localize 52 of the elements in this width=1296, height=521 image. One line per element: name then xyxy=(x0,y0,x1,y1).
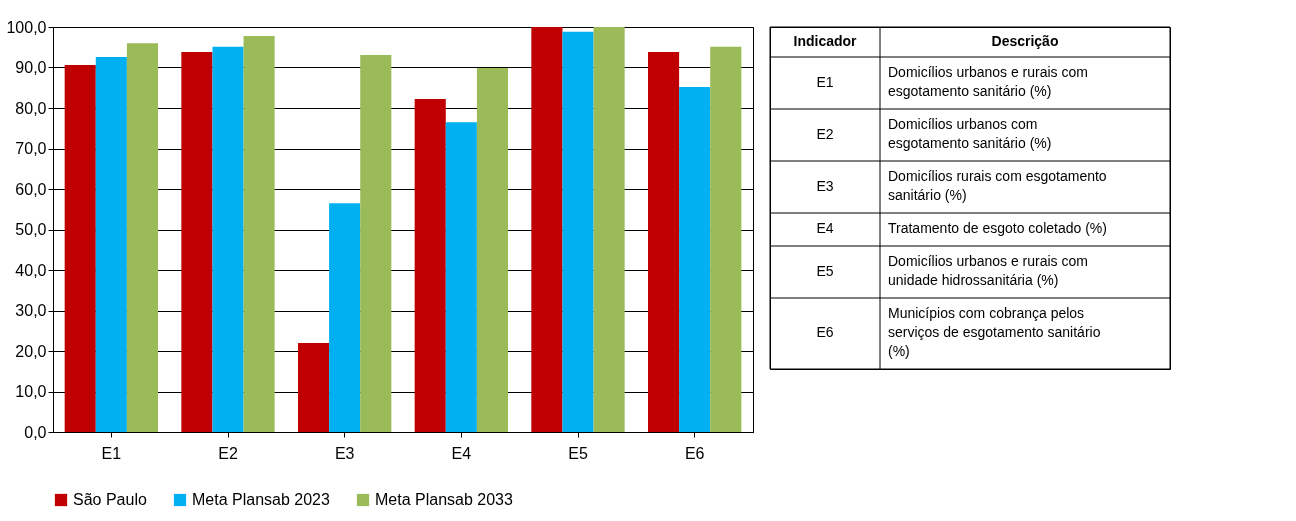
bar xyxy=(445,122,477,432)
x-tick-label: E1 xyxy=(101,444,122,462)
bar xyxy=(562,31,594,432)
y-tick-label: 20,0 xyxy=(15,342,47,360)
x-tick-label: E3 xyxy=(334,444,355,462)
x-tick-label: E2 xyxy=(218,444,238,462)
bar xyxy=(531,27,563,432)
legend-label: Meta Plansab 2023 xyxy=(192,491,330,508)
text: E3 xyxy=(816,177,834,194)
legend-label: Meta Plansab 2033 xyxy=(375,491,513,508)
text: Tratamento de esgoto coletado (%) xyxy=(888,220,1107,236)
text: E5 xyxy=(816,262,834,279)
bar xyxy=(329,203,361,432)
y-tick-label: 40,0 xyxy=(15,261,47,279)
bar xyxy=(414,99,446,432)
x-tick-label: E4 xyxy=(451,444,472,462)
text: E4 xyxy=(816,220,834,236)
y-tick-label: 50,0 xyxy=(15,221,47,238)
y-tick-label: 0,0 xyxy=(24,423,47,441)
text: E2 xyxy=(816,125,834,142)
y-tick-label: 90,0 xyxy=(15,59,47,76)
y-tick-label: 80,0 xyxy=(15,99,47,117)
text: Domicílios urbanos e rurais com unidade hidrossanitária (%) xyxy=(888,253,1088,288)
bar xyxy=(212,46,244,432)
bar xyxy=(476,67,508,432)
y-tick-label: 60,0 xyxy=(15,180,47,198)
bar xyxy=(181,52,213,432)
bar xyxy=(243,35,275,432)
y-tick-label: 30,0 xyxy=(15,302,47,319)
x-tick-label: E6 xyxy=(684,444,705,462)
bar xyxy=(64,65,96,432)
text: E1 xyxy=(816,73,834,90)
text: Domicílios urbanos com esgotamento sanitário (%) xyxy=(888,116,1052,151)
y-tick-label: 10,0 xyxy=(15,383,47,400)
text: Domicílios rurais com esgotamento sanitário (%) xyxy=(888,168,1107,203)
text: Indicador xyxy=(793,32,858,49)
text: Municípios com cobrança pelos serviços de esgotamento sanitário (%) xyxy=(888,305,1101,359)
bar xyxy=(593,27,625,432)
bar xyxy=(126,43,158,432)
y-tick-label: 100,0 xyxy=(6,18,47,36)
text: Descrição xyxy=(991,32,1059,49)
bar xyxy=(648,52,680,432)
text: E6 xyxy=(816,324,834,340)
bar xyxy=(298,342,330,432)
bar xyxy=(360,54,392,432)
legend-label: São Paulo xyxy=(73,491,147,508)
x-tick-label: E5 xyxy=(568,444,588,462)
bar xyxy=(710,46,742,432)
bar xyxy=(95,56,127,432)
y-tick-label: 70,0 xyxy=(15,140,47,157)
bar xyxy=(679,86,711,432)
text: Domicílios urbanos e rurais com esgotamento sanitário (%) xyxy=(888,64,1088,99)
